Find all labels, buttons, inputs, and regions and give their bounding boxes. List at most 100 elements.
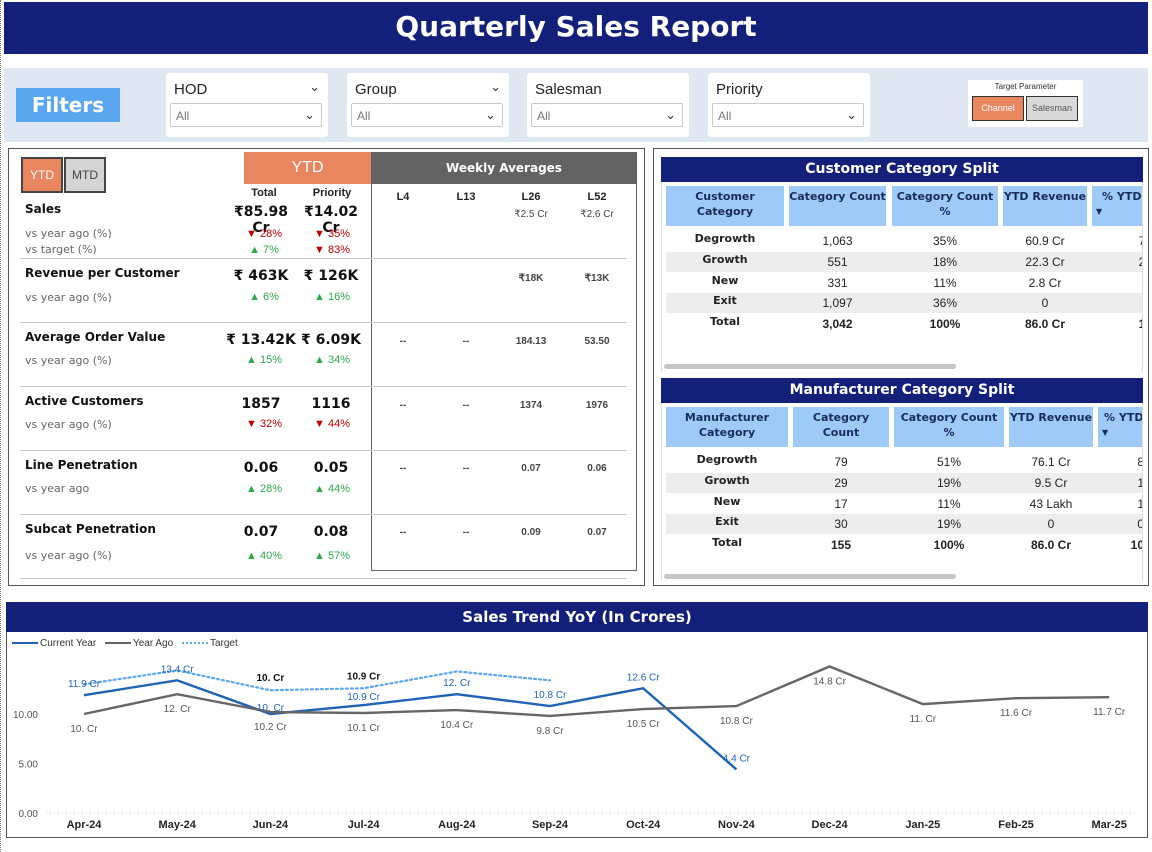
chevron-down-icon[interactable]: ⌄ [309, 79, 320, 94]
table-cell: Total [709, 315, 741, 328]
data-label: 12.6 Cr [627, 672, 660, 683]
horizontal-scrollbar[interactable] [664, 364, 956, 369]
chevron-down-icon[interactable]: ⌄ [846, 107, 857, 122]
table-cell: Growth [702, 253, 748, 266]
data-label: 14.8 Cr [813, 676, 846, 687]
column-header[interactable]: Category Count [793, 407, 889, 447]
target-parameter: Target Parameter Channel Salesman [968, 80, 1083, 127]
chevron-down-icon[interactable]: ⌄ [665, 107, 676, 122]
col-l52-header: L52 [587, 191, 607, 203]
sort-desc-icon[interactable]: ▼ [1096, 207, 1103, 216]
metric-subcat-penetration: Subcat Penetration [25, 522, 156, 536]
chart-title: Sales Trend YoY (In Crores) [6, 602, 1148, 632]
legend-swatch [104, 642, 131, 645]
weekly-value: 1976 [585, 400, 609, 411]
table-cell: New [711, 274, 739, 287]
chevron-down-icon[interactable]: ⌄ [490, 79, 501, 94]
ytd-toggle-button[interactable]: YTD [21, 157, 63, 193]
change-indicator: ▼ 32% [246, 418, 282, 430]
table-cell: Exit [713, 294, 737, 307]
group-slicer[interactable]: Group ⌄ All ⌄ [347, 73, 509, 137]
change-indicator: ▲ 7% [249, 244, 279, 256]
priority-slicer[interactable]: Priority All ⌄ [708, 73, 870, 137]
table-cell: 26 [1092, 255, 1142, 269]
salesman-button[interactable]: Salesman [1026, 96, 1078, 121]
mtd-toggle-button[interactable]: MTD [64, 157, 106, 193]
weekly-value: -- [399, 336, 407, 347]
data-label: 12. Cr [443, 678, 471, 689]
table-cell: 0 [1092, 296, 1142, 310]
change-indicator: ▲ 44% [314, 483, 350, 495]
metric-sub: vs target (%) [25, 243, 97, 256]
col-l26-header: L26 [521, 191, 541, 203]
row-divider [20, 578, 627, 579]
revenue-priority-value: ₹ 126K [303, 268, 359, 284]
channel-button[interactable]: Channel [972, 96, 1024, 121]
data-label: 9.8 Cr [536, 726, 564, 737]
column-header[interactable]: YTD Revenue [1003, 186, 1087, 226]
table-cell: 71 [1092, 234, 1142, 248]
hod-slicer[interactable]: HOD ⌄ All ⌄ [166, 73, 328, 137]
data-label: 10.1 Cr [347, 723, 380, 734]
table-cell: 35% [932, 234, 958, 248]
x-tick-label: May-24 [159, 819, 197, 831]
weekly-value: -- [462, 463, 470, 474]
change-indicator: ▲ 6% [249, 291, 279, 303]
table-cell: 155 [830, 538, 852, 552]
col-total-header: Total [251, 187, 277, 199]
column-header[interactable]: % YTD ▼ [1092, 186, 1142, 226]
table-cell: 10 [1130, 538, 1143, 552]
table-cell: 10 [1092, 317, 1142, 331]
priority-dropdown[interactable]: All ⌄ [712, 103, 864, 127]
weekly-value: ₹2.6 Cr [580, 209, 614, 220]
metric-active-customers: Active Customers [25, 394, 144, 408]
horizontal-scrollbar[interactable] [664, 574, 956, 579]
metric-sales: Sales [25, 202, 62, 216]
table-cell: Total [711, 536, 743, 549]
column-header[interactable]: Manufacturer Category [666, 407, 788, 447]
active-priority-value: 1116 [311, 396, 351, 412]
header-label: % YTD [1102, 190, 1142, 203]
legend-current-year[interactable]: Current Year [12, 638, 96, 649]
legend-label: Current Year [40, 638, 97, 649]
row-divider [20, 450, 627, 451]
sort-desc-icon[interactable]: ▼ [1102, 428, 1109, 437]
weekly-value: -- [399, 400, 407, 411]
legend-target[interactable]: Target [181, 638, 238, 649]
column-header[interactable]: Category Count % [894, 407, 1004, 447]
slicer-title: HOD [174, 81, 208, 98]
table-cell: 86.0 Cr [1024, 317, 1066, 331]
table-cell: 19% [936, 517, 962, 531]
hod-dropdown[interactable]: All ⌄ [170, 103, 322, 127]
table-cell: 0 [1041, 296, 1049, 310]
salesman-slicer[interactable]: Salesman All ⌄ [527, 73, 689, 137]
sales-priority-value: ₹14.02 Cr [303, 204, 359, 236]
chevron-down-icon[interactable]: ⌄ [485, 107, 496, 122]
weekly-value: -- [399, 527, 407, 538]
x-tick-label: Apr-24 [67, 819, 103, 831]
column-header[interactable]: Category Count [789, 186, 886, 226]
salesman-dropdown[interactable]: All ⌄ [531, 103, 683, 127]
table-cell: 11% [937, 497, 961, 511]
change-indicator: ▲ 40% [246, 550, 282, 562]
active-total-value: 1857 [241, 396, 281, 412]
line-pen-total-value: 0.06 [243, 460, 279, 476]
column-header[interactable]: % YTD ▼ [1098, 407, 1142, 447]
column-header[interactable]: Customer Category [666, 186, 784, 226]
group-dropdown[interactable]: All ⌄ [351, 103, 503, 127]
table-cell: 1 [1098, 476, 1142, 490]
legend-year-ago[interactable]: Year Ago [104, 638, 173, 649]
weekly-value: 1374 [519, 400, 543, 411]
column-header[interactable]: Category Count % [892, 186, 998, 226]
data-label: 10. Cr [257, 703, 285, 714]
row-band [666, 473, 1142, 493]
weekly-value: ₹13K [584, 273, 610, 284]
chevron-down-icon[interactable]: ⌄ [304, 107, 315, 122]
data-label: 10.9 Cr [347, 692, 380, 703]
series-line-current-year [83, 679, 738, 771]
data-label: 10.5 Cr [627, 719, 660, 730]
column-header[interactable]: YTD Revenue [1009, 407, 1093, 447]
table-cell: 11% [933, 276, 957, 290]
table-cell: 29 [834, 476, 848, 490]
manufacturer-split-table: Manufacturer Category Category Count Cat… [661, 403, 1143, 581]
